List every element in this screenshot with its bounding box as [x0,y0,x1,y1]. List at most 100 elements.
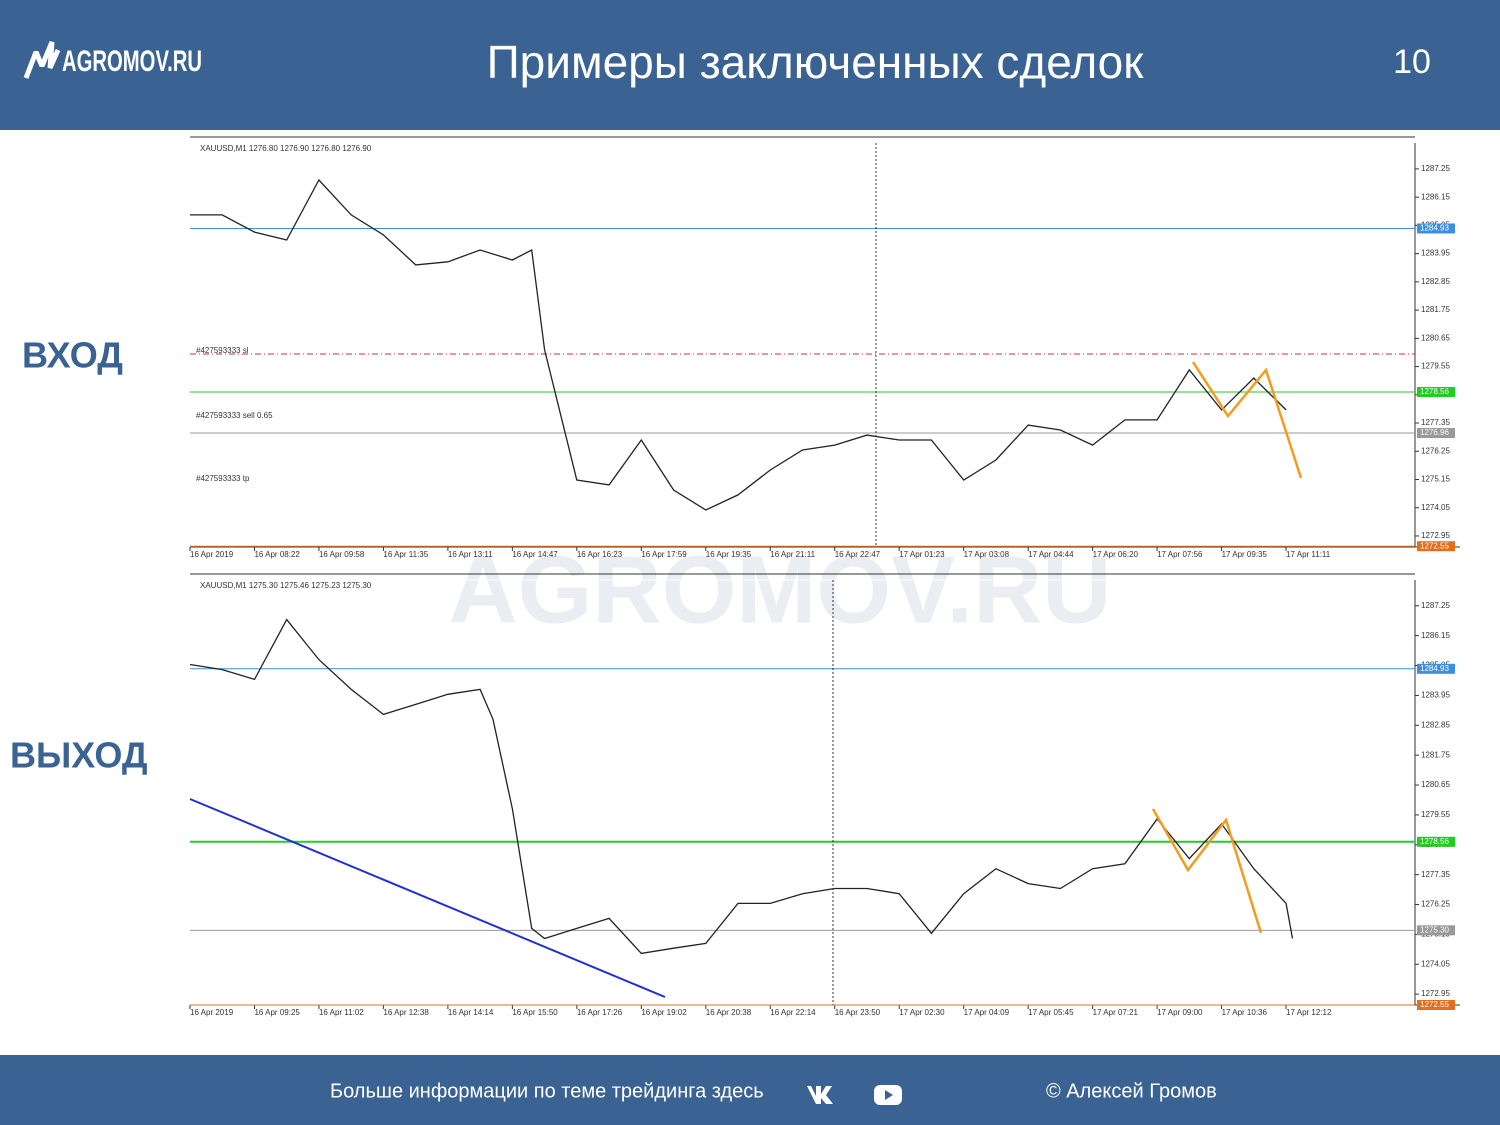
logo-text: AGROMOV.RU [62,45,202,78]
x-tick-label: 16 Apr 19:02 [641,1008,687,1017]
header-band [0,0,1500,130]
y-tick-label: 1272.95 [1421,989,1450,998]
charts: XAUUSD,M1 1276.80 1276.90 1276.80 1276.9… [189,136,1460,1017]
x-tick-label: 16 Apr 17:59 [641,550,687,559]
order-annotation: #427593333 sell 0.65 [196,411,273,420]
y-tick-label: 1286.15 [1421,631,1450,640]
level-tag-label: 1284.93 [1420,664,1449,673]
y-tick-label: 1276.25 [1421,900,1450,909]
x-tick-label: 16 Apr 14:14 [448,1008,494,1017]
y-tick-label: 1274.05 [1421,503,1450,512]
y-tick-label: 1282.85 [1421,720,1450,729]
exit-label: ВЫХОД [10,735,148,776]
level-tag [1417,1000,1455,1010]
x-tick-label: 16 Apr 17:26 [577,1008,623,1017]
x-tick-label: 17 Apr 10:36 [1222,1008,1268,1017]
y-tick-label: 1272.95 [1421,531,1450,540]
x-tick-label: 16 Apr 2019 [190,1008,234,1017]
y-tick-label: 1276.25 [1421,446,1450,455]
x-tick-label: 16 Apr 08:22 [254,550,300,559]
x-tick-label: 17 Apr 09:00 [1157,1008,1203,1017]
x-tick-label: 16 Apr 20:38 [706,1008,752,1017]
x-tick-label: 16 Apr 11:35 [383,550,428,559]
x-tick-label: 17 Apr 03:08 [964,550,1010,559]
pattern-line [1151,808,1263,934]
copyright: © Алексей Громов [1046,1080,1217,1102]
level-tag [1417,925,1455,936]
x-tick-label: 17 Apr 07:21 [1093,1008,1139,1017]
chart-header: XAUUSD,M1 1276.80 1276.90 1276.80 1276.9… [200,144,372,153]
level-tag [1417,663,1455,674]
y-tick-label: 1279.55 [1421,362,1450,371]
x-tick-label: 17 Apr 07:56 [1157,550,1203,559]
trend-line [189,798,666,998]
x-tick-label: 16 Apr 09:58 [319,550,365,559]
x-tick-label: 17 Apr 02:30 [899,1008,945,1017]
level-tag-label: 1284.93 [1420,224,1449,233]
x-tick-label: 16 Apr 19:35 [706,550,752,559]
entry-label: ВХОД [22,335,123,376]
x-tick-label: 17 Apr 12:12 [1286,1008,1332,1017]
x-tick-label: 16 Apr 22:47 [835,550,881,559]
footer-band [0,1055,1500,1125]
level-tag-label: 1275.30 [1420,925,1449,934]
x-tick-label: 16 Apr 16:23 [577,550,623,559]
y-tick-label: 1280.65 [1421,333,1450,342]
level-tag-label: 1272.55 [1420,1000,1449,1009]
x-tick-label: 17 Apr 04:44 [1028,550,1074,559]
level-tag-label: 1278.56 [1420,387,1449,396]
y-tick-label: 1286.15 [1421,192,1450,201]
y-tick-label: 1281.75 [1421,750,1450,759]
pattern-line [1191,361,1303,479]
order-annotation: #427593333 sl [196,346,249,355]
y-tick-label: 1274.05 [1421,959,1450,968]
level-tag-label: 1278.56 [1420,837,1449,846]
x-tick-label: 16 Apr 12:38 [383,1008,429,1017]
x-tick-label: 17 Apr 11:11 [1286,550,1331,559]
slide-title: Примеры заключенных сделок [487,36,1145,88]
price-line [190,178,1287,511]
x-tick-label: 16 Apr 13:11 [448,550,493,559]
plot-frame [189,142,1416,548]
y-tick-label: 1279.55 [1421,810,1450,819]
y-tick-label: 1287.25 [1421,601,1450,610]
y-tick-label: 1277.35 [1421,418,1450,427]
vk-icon[interactable] [803,1086,833,1104]
x-tick-label: 17 Apr 06:20 [1093,550,1139,559]
y-tick-label: 1282.85 [1421,277,1450,286]
plot-frame [189,579,1416,1006]
x-tick-label: 17 Apr 04:09 [964,1008,1010,1017]
level-tag [1417,541,1455,552]
youtube-play [885,1090,893,1100]
chart-header: XAUUSD,M1 1275.30 1275.46 1275.23 1275.3… [200,581,372,590]
order-annotation: #427593333 tp [196,474,250,483]
watermark: AGROMOV.RU [448,536,1111,643]
x-tick-label: 17 Apr 09:35 [1222,550,1268,559]
y-tick-label: 1283.95 [1421,249,1450,258]
level-tag-label: 1272.55 [1420,541,1449,550]
x-tick-label: 16 Apr 14:47 [512,550,558,559]
level-tag [1417,836,1455,847]
x-tick-label: 17 Apr 05:45 [1028,1008,1074,1017]
y-tick-label: 1277.35 [1421,870,1450,879]
page-number: 10 [1393,43,1431,81]
x-tick-label: 16 Apr 22:14 [770,1008,816,1017]
level-tag [1417,223,1455,234]
price-line [189,618,1294,955]
x-tick-label: 16 Apr 09:25 [254,1008,300,1017]
y-tick-label: 1287.25 [1421,164,1450,173]
logo-icon [23,41,61,79]
y-tick-label: 1280.65 [1421,780,1450,789]
level-tag [1417,386,1455,397]
x-tick-label: 16 Apr 11:02 [319,1008,364,1017]
y-tick-label: 1275.15 [1421,475,1450,484]
x-tick-label: 16 Apr 2019 [190,550,234,559]
x-tick-label: 17 Apr 01:23 [899,550,945,559]
level-tag-label: 1276.96 [1420,428,1449,437]
y-tick-label: 1281.75 [1421,305,1450,314]
x-tick-label: 16 Apr 21:11 [770,550,815,559]
x-tick-label: 16 Apr 23:50 [835,1008,881,1017]
level-tag [1417,428,1455,439]
